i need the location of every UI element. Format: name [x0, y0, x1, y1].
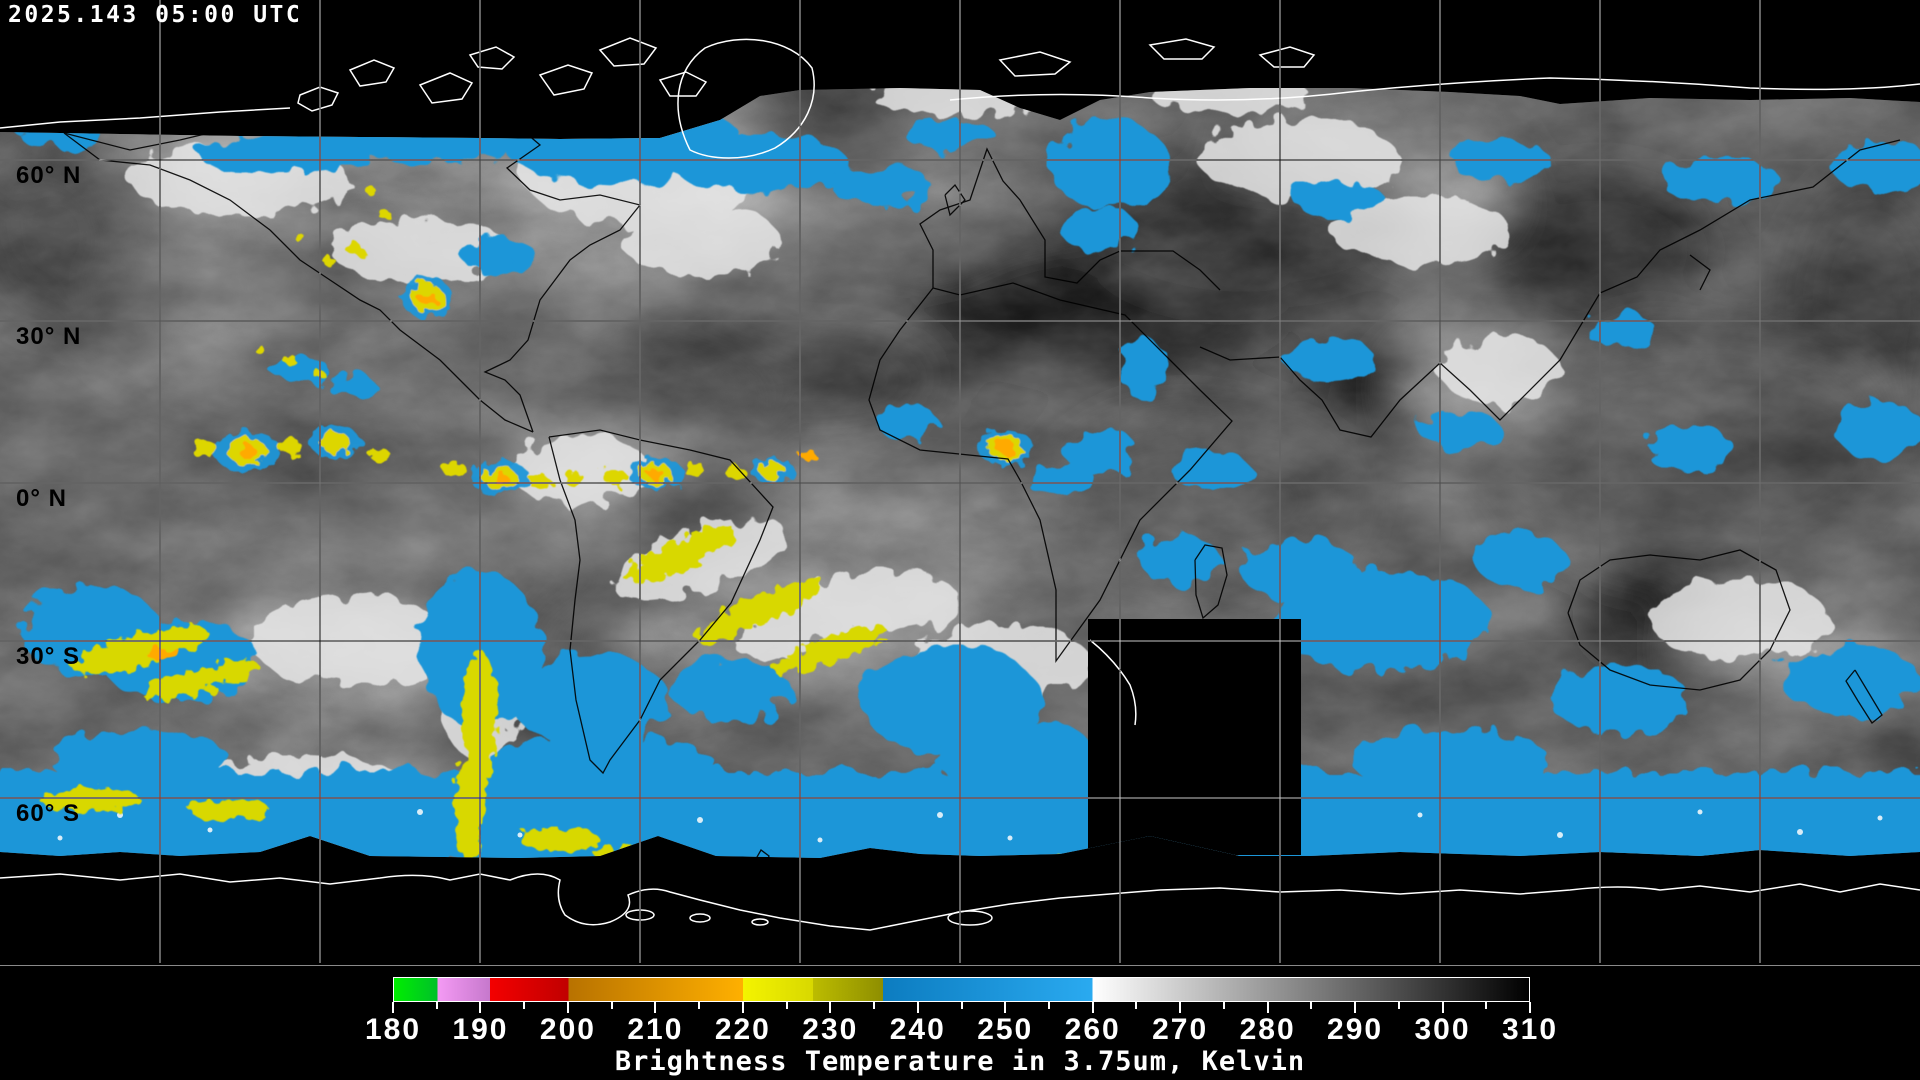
latitude-label: 30° S: [16, 643, 80, 670]
colorbar-major-tick: [654, 1002, 657, 1013]
colorbar-tick-label: 200: [539, 1013, 596, 1046]
colorbar-title: Brightness Temperature in 3.75um, Kelvin: [614, 1046, 1306, 1077]
colorbar-tick-label: 210: [627, 1013, 684, 1046]
coastlines-dark: [63, 107, 1901, 889]
colorbar-major-tick: [479, 1002, 482, 1013]
colorbar-major-tick: [566, 1002, 569, 1013]
colorbar-minor-tick: [1135, 1002, 1138, 1009]
latitude-label: 60° N: [16, 162, 82, 189]
missing-data-block: [1088, 619, 1301, 855]
colorbar-tick-label: 180: [364, 1013, 422, 1046]
latitude-label: 0° N: [16, 485, 67, 512]
colorbar-minor-tick: [523, 1002, 526, 1009]
convective-cells: [40, 186, 1200, 858]
colorbar-tick-label: 300: [1414, 1013, 1471, 1046]
colorbar-tick-label: 260: [1064, 1013, 1121, 1046]
colorbar-major-tick: [392, 1002, 394, 1013]
colorbar-major-tick: [829, 1002, 832, 1013]
map-separator-line: [0, 965, 1920, 966]
colorbar-major-tick: [1004, 1002, 1007, 1013]
colorbar-minor-tick: [785, 1002, 788, 1009]
colorbar-tick-label: 230: [802, 1013, 859, 1046]
colorbar-minor-tick: [698, 1002, 701, 1009]
colorbar-minor-tick: [960, 1002, 963, 1009]
colorbar-minor-tick: [1485, 1002, 1488, 1009]
colorbar-major-tick: [1354, 1002, 1357, 1013]
colorbar-tick-label: 190: [452, 1013, 509, 1046]
colorbar-minor-tick: [873, 1002, 876, 1009]
colorbar-minor-tick: [1310, 1002, 1313, 1009]
colorbar-tick-label: 270: [1152, 1013, 1209, 1046]
band-speckle: [57, 809, 1883, 843]
colorbar-minor-tick: [1397, 1002, 1400, 1009]
colorbar-minor-tick: [1047, 1002, 1050, 1009]
graticule: [0, 0, 1920, 963]
colorbar-tick-label: 250: [977, 1013, 1034, 1046]
colorbar-major-tick: [741, 1002, 744, 1013]
colorbar-major-tick: [1091, 1002, 1094, 1013]
latitude-label: 30° N: [16, 323, 82, 350]
colorbar-tick-label: 240: [889, 1013, 946, 1046]
satellite-map: [0, 0, 1920, 963]
colorbar-tick-label: 310: [1501, 1013, 1559, 1046]
colorbar-major-tick: [1441, 1002, 1444, 1013]
colorbar-major-tick: [916, 1002, 919, 1013]
colorbar-tick-label: 280: [1239, 1013, 1296, 1046]
colorbar: [393, 977, 1530, 1002]
colorbar-minor-tick: [610, 1002, 613, 1009]
colorbar-tick-label: 220: [714, 1013, 771, 1046]
colorbar-minor-tick: [435, 1002, 438, 1009]
timestamp: 2025.143 05:00 UTC: [8, 2, 303, 28]
latitude-label: 60° S: [16, 800, 80, 827]
colorbar-major-tick: [1179, 1002, 1182, 1013]
colorbar-major-tick: [1529, 1002, 1531, 1013]
colorbar-minor-tick: [1222, 1002, 1225, 1009]
colorbar-tick-label: 290: [1327, 1013, 1384, 1046]
colorbar-legend: 180 190 200 210 220 230 240 250 260 270 280 290 300 3…: [365, 977, 1556, 1046]
colorbar-major-tick: [1266, 1002, 1269, 1013]
